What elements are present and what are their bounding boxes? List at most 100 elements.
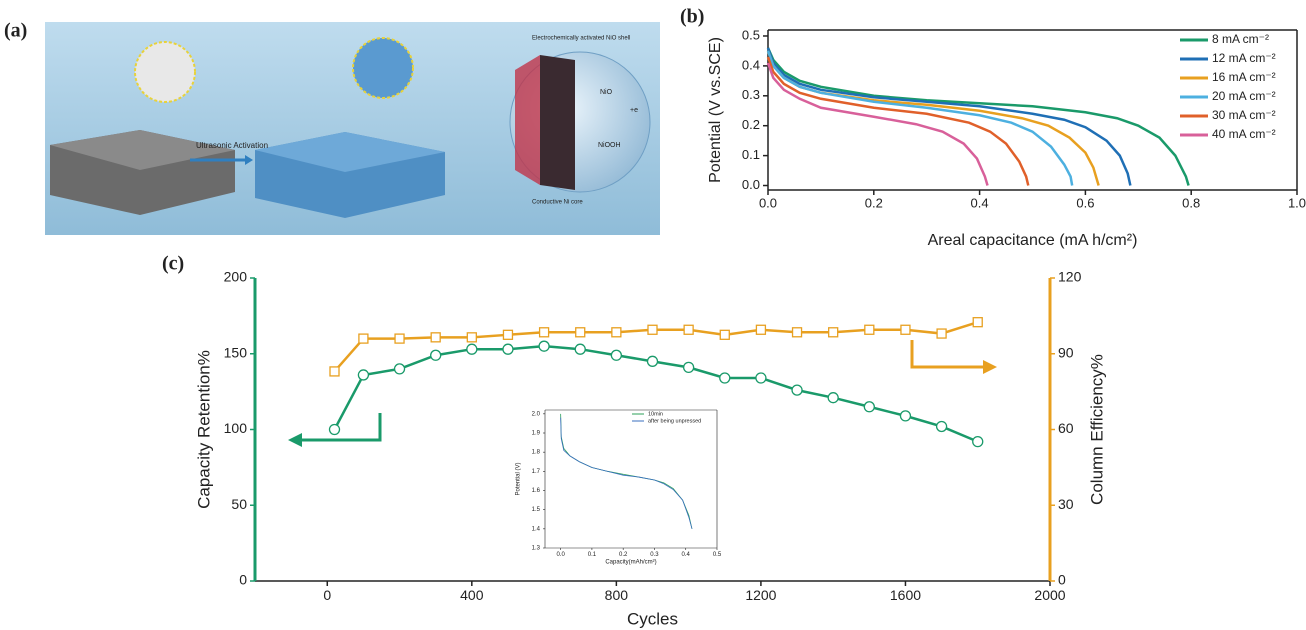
- data-point: [358, 333, 369, 344]
- series-line: [560, 417, 693, 529]
- data-point: [329, 366, 340, 377]
- y-tick-label: 1.7: [532, 469, 541, 475]
- x-tick-label: 400: [460, 587, 484, 603]
- data-point: [328, 423, 341, 436]
- data-point: [755, 324, 767, 335]
- data-point: [683, 324, 694, 335]
- data-point: [538, 340, 550, 352]
- data-point: [394, 333, 405, 344]
- data-point: [646, 355, 659, 367]
- x-tick-label: 1.0: [1288, 196, 1306, 211]
- blue-zoom: [352, 37, 414, 99]
- y-tick-label: 0.1: [742, 147, 760, 162]
- x-tick-label: 0.2: [865, 196, 883, 211]
- data-point: [899, 410, 912, 422]
- gray-foam-top: [50, 130, 235, 170]
- x-tick-label: 0.8: [1182, 196, 1200, 211]
- x-tick-label: 0.4: [971, 196, 989, 211]
- nio-label: NiO: [600, 89, 613, 96]
- x-tick-label: 0.0: [556, 552, 565, 558]
- data-point: [466, 343, 478, 355]
- y-tick-label: 50: [231, 496, 247, 512]
- data-point: [935, 420, 948, 433]
- right-axis-arrow: [910, 340, 985, 369]
- data-point: [900, 324, 911, 335]
- series-line: [766, 47, 1190, 186]
- data-point: [574, 343, 586, 355]
- data-point: [972, 435, 984, 448]
- y2-tick-label: 0: [1058, 572, 1066, 588]
- data-point: [430, 332, 441, 343]
- legend-label: 16 mA cm⁻²: [1212, 70, 1276, 84]
- arrow-head: [288, 433, 302, 447]
- series-line: [766, 56, 1030, 186]
- data-point: [755, 372, 767, 384]
- legend-label: after being unpressed: [648, 418, 701, 424]
- x-tick-label: 800: [605, 587, 629, 603]
- data-point: [610, 349, 623, 361]
- x-tick-label: 0.1: [588, 552, 597, 558]
- data-point: [357, 369, 370, 381]
- series-line: [766, 50, 1074, 186]
- data-point: [682, 361, 695, 374]
- data-point: [863, 401, 875, 413]
- blue-foam-top: [255, 132, 445, 172]
- y2-tick-label: 30: [1058, 496, 1074, 512]
- data-point: [611, 327, 622, 338]
- y-tick-label: 1.9: [532, 431, 541, 437]
- y-axis-label: Potential (V): [516, 462, 522, 495]
- niooh-label: NiOOH: [598, 142, 621, 149]
- nio-shell: [515, 55, 540, 185]
- data-point: [502, 329, 514, 340]
- y2-tick-label: 60: [1058, 420, 1074, 436]
- shell-label: Electrochemically activated NiO shell: [532, 36, 630, 42]
- x-tick-label: 0.0: [759, 196, 777, 211]
- panel-label: (a): [4, 20, 27, 42]
- arrow-head: [983, 360, 997, 374]
- y-tick-label: 0: [239, 572, 247, 588]
- y2-tick-label: 120: [1058, 269, 1082, 285]
- y-tick-label: 0.3: [742, 87, 760, 102]
- x-tick-label: 0.2: [619, 552, 628, 558]
- y-tick-label: 1.4: [532, 526, 541, 532]
- y2-tick-label: 90: [1058, 344, 1074, 360]
- x-axis-label: Areal capacitance (mA h/cm²): [928, 232, 1138, 249]
- legend-label: 8 mA cm⁻²: [1212, 32, 1269, 46]
- x-axis-label: Capacity(mAh/cm²): [605, 560, 656, 566]
- legend-label: 12 mA cm⁻²: [1212, 51, 1276, 65]
- y-tick-label: 1.5: [532, 507, 541, 513]
- left-axis-arrow: [300, 413, 382, 442]
- data-point: [393, 363, 406, 375]
- y-tick-label: 100: [224, 420, 248, 436]
- y-tick-label: 0.5: [742, 27, 760, 42]
- core-label: Conductive Ni core: [532, 200, 583, 206]
- y-axis-label: Potential (V vs.SCE): [707, 37, 724, 183]
- direction-arrows: [288, 340, 997, 447]
- y-tick-label: 1.8: [532, 450, 541, 456]
- y-tick-label: 2.0: [532, 411, 541, 417]
- data-point: [575, 327, 586, 338]
- y-tick-label: 0.2: [742, 117, 760, 132]
- panel-label: (c): [162, 253, 184, 275]
- data-point: [466, 332, 477, 343]
- data-point: [827, 392, 839, 404]
- x-tick-label: 1600: [890, 587, 921, 603]
- inset-background: [510, 380, 722, 570]
- legend-label: 20 mA cm⁻²: [1212, 89, 1276, 103]
- y-axis-label: Capacity Retention%: [194, 350, 213, 509]
- data-point: [647, 324, 658, 335]
- x-tick-label: 0.3: [650, 552, 659, 558]
- y-tick-label: 1.3: [532, 546, 541, 552]
- data-point: [972, 317, 983, 328]
- x-tick-label: 1200: [745, 587, 776, 603]
- y-tick-label: 0.4: [742, 57, 760, 72]
- panel-label: (b): [680, 6, 704, 28]
- y-tick-label: 0.0: [742, 177, 760, 192]
- data-point: [791, 384, 803, 396]
- legend-label: 10min: [648, 411, 663, 417]
- y2-axis-label: Column Efficiency%: [1087, 354, 1106, 505]
- x-tick-label: 0.4: [682, 552, 691, 558]
- data-point: [538, 327, 550, 338]
- data-point: [719, 372, 731, 384]
